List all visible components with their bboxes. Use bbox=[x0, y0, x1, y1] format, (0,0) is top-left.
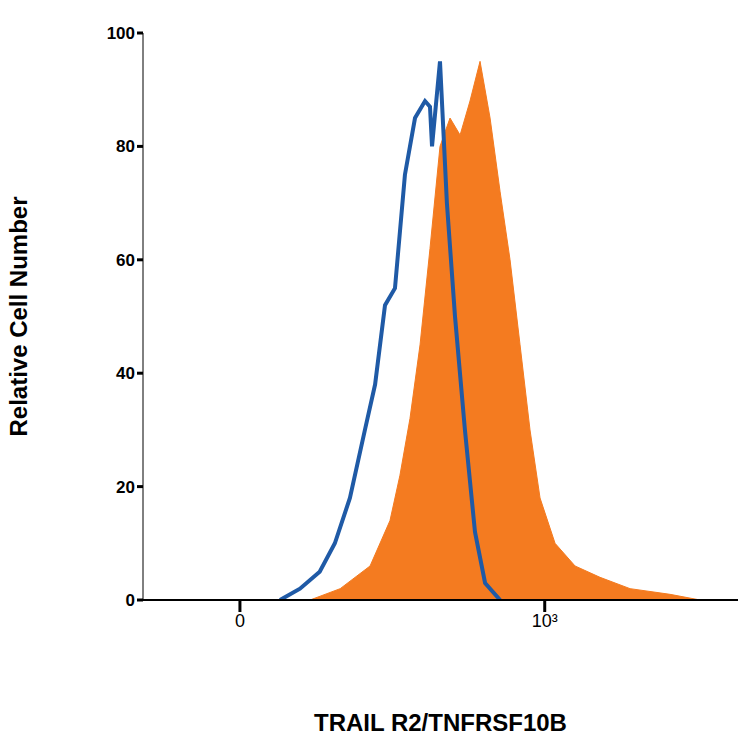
svg-text:Relative Cell Number: Relative Cell Number bbox=[8, 196, 32, 436]
svg-text:80: 80 bbox=[116, 137, 135, 156]
svg-text:TRAIL R2/TNFRSF10B: TRAIL R2/TNFRSF10B bbox=[314, 709, 567, 736]
svg-text:60: 60 bbox=[116, 251, 135, 270]
svg-text:0: 0 bbox=[126, 591, 135, 610]
svg-text:10³: 10³ bbox=[532, 611, 558, 631]
svg-text:0: 0 bbox=[235, 611, 245, 631]
svg-text:40: 40 bbox=[116, 364, 135, 383]
svg-text:100: 100 bbox=[107, 24, 135, 43]
svg-text:20: 20 bbox=[116, 478, 135, 497]
